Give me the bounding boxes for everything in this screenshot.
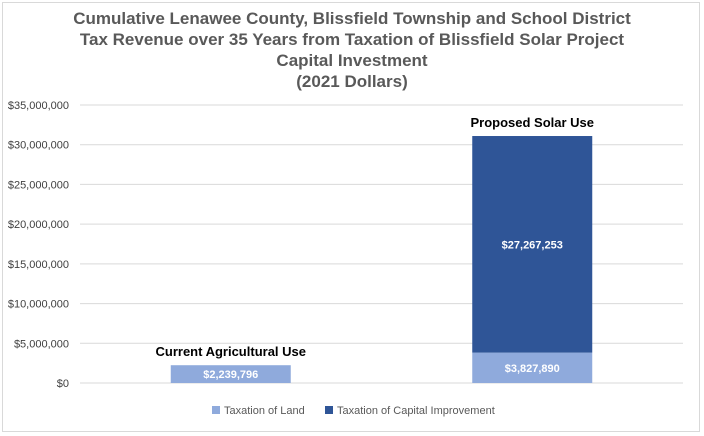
chart-title-line-4: (2021 Dollars) bbox=[296, 72, 408, 91]
y-tick-label: $25,000,000 bbox=[8, 179, 69, 191]
legend-label: Taxation of Land bbox=[224, 405, 305, 417]
bar-capital-improvement bbox=[472, 136, 593, 353]
chart-title-line-2: Tax Revenue over 35 Years from Taxation … bbox=[79, 30, 625, 49]
bars bbox=[170, 136, 593, 383]
bar-land bbox=[170, 365, 291, 383]
data-label: $27,267,253 bbox=[502, 239, 563, 251]
legend-swatch bbox=[325, 406, 333, 414]
y-tick-label: $30,000,000 bbox=[8, 140, 69, 152]
bar-land bbox=[472, 352, 593, 383]
chart-title: Cumulative Lenawee County, Blissfield To… bbox=[0, 8, 704, 92]
legend-swatch bbox=[212, 406, 220, 414]
y-tick-label: $15,000,000 bbox=[8, 259, 69, 271]
data-label: $2,239,796 bbox=[203, 369, 258, 381]
chart-title-line-1: Cumulative Lenawee County, Blissfield To… bbox=[73, 9, 631, 28]
category-label: Current Agricultural Use bbox=[156, 344, 307, 359]
chart-title-line-3: Capital Investment bbox=[276, 51, 428, 70]
y-tick-label: $0 bbox=[57, 378, 69, 390]
y-tick-label: $10,000,000 bbox=[8, 299, 69, 311]
category-labels: Current Agricultural Use Proposed Solar U… bbox=[156, 115, 595, 359]
legend-label: Taxation of Capital Improvement bbox=[337, 405, 495, 417]
y-axis-ticks: $0 $5,000,000 $10,000,000 $15,000,000 $20,00… bbox=[8, 100, 69, 390]
data-labels: $2,239,796 $3,827,890 $27,267,253 bbox=[203, 239, 563, 381]
category-label: Proposed Solar Use bbox=[470, 115, 594, 130]
data-label: $3,827,890 bbox=[505, 363, 560, 375]
y-tick-label: $5,000,000 bbox=[14, 338, 69, 350]
y-tick-label: $35,000,000 bbox=[8, 100, 69, 112]
legend: Taxation of Land Taxation of Capital Impr… bbox=[212, 405, 495, 417]
gridlines bbox=[80, 104, 683, 384]
y-tick-label: $20,000,000 bbox=[8, 219, 69, 231]
